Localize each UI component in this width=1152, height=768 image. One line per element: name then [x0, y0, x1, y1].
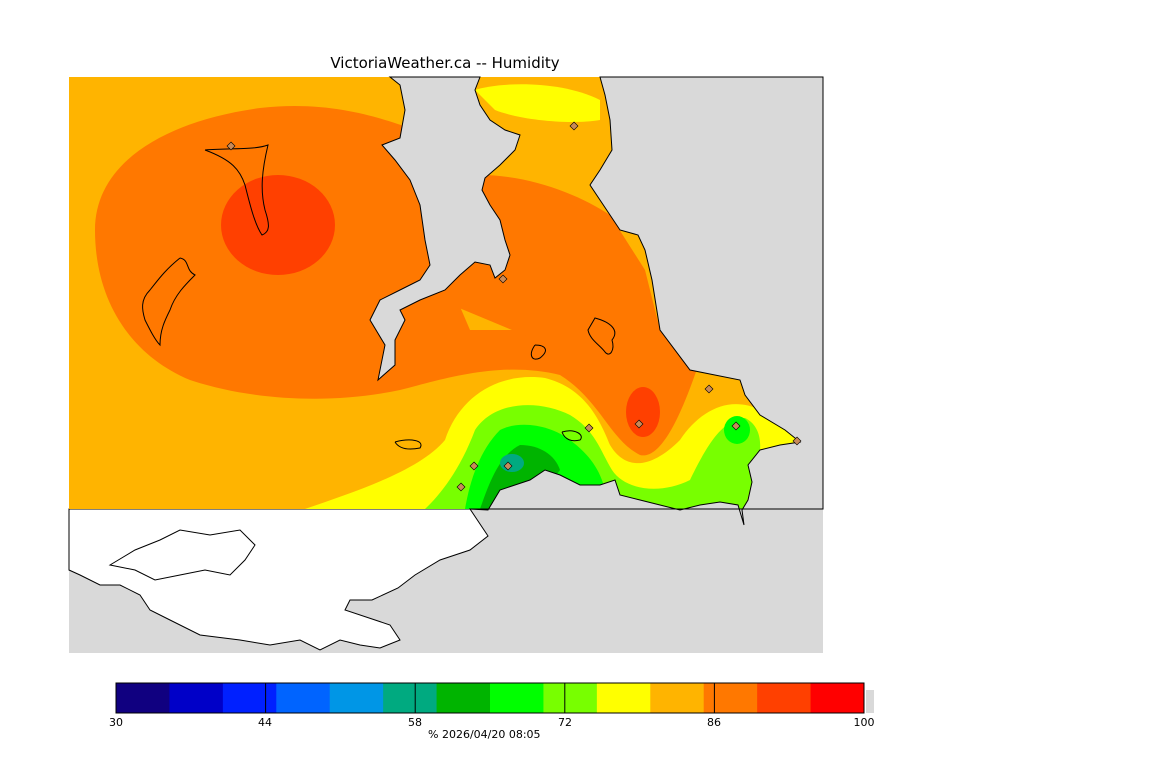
- diamond-icon: [456, 482, 466, 492]
- diamond-icon: [469, 461, 479, 471]
- colorbar-swatch: [757, 683, 812, 713]
- strait-of-georgia: [369, 76, 521, 382]
- colorbar-swatch: [383, 683, 438, 713]
- diamond-icon: [584, 423, 594, 433]
- colorbar-tick-58: 58: [408, 716, 422, 729]
- diamond-icon: [226, 141, 236, 151]
- colorbar-swatch: [810, 683, 865, 713]
- colorbar-swatch: [276, 683, 331, 713]
- diamond-icon: [731, 421, 741, 431]
- colorbar-caption: % 2026/04/20 08:05: [428, 728, 541, 741]
- colorbar-tick-100: 100: [853, 716, 875, 729]
- colorbar-swatch: [490, 683, 544, 713]
- colorbar-swatch: [650, 683, 705, 713]
- colorbar-tick-44: 44: [258, 716, 272, 729]
- coastline: [142, 144, 616, 450]
- diamond-icon: [634, 419, 644, 429]
- colorbar-swatch: [116, 683, 170, 713]
- colorbar-swatch: [703, 683, 758, 713]
- colorbar-swatch: [169, 683, 224, 713]
- diamond-icon: [498, 274, 508, 284]
- colorbar-swatch: [543, 683, 598, 713]
- diamond-icon: [792, 436, 802, 446]
- station-markers: [226, 121, 802, 492]
- colorbar-tick-72: 72: [558, 716, 572, 729]
- colorbar-swatch: [222, 683, 277, 713]
- colorbar-swatch: [329, 683, 384, 713]
- juan-de-fuca-strait: [468, 76, 824, 526]
- diamond-icon: [704, 384, 714, 394]
- island-shoreline: [108, 529, 256, 581]
- colorbar: [115, 682, 874, 714]
- colorbar-tick-30: 30: [109, 716, 123, 729]
- colorbar-swatch: [436, 683, 491, 713]
- diamond-icon: [503, 461, 513, 471]
- diamond-icon: [569, 121, 579, 131]
- map-title: VictoriaWeather.ca -- Humidity: [330, 54, 560, 72]
- colorbar-tick-86: 86: [707, 716, 721, 729]
- colorbar-swatch: [596, 683, 651, 713]
- olympic-peninsula-land: [68, 508, 489, 651]
